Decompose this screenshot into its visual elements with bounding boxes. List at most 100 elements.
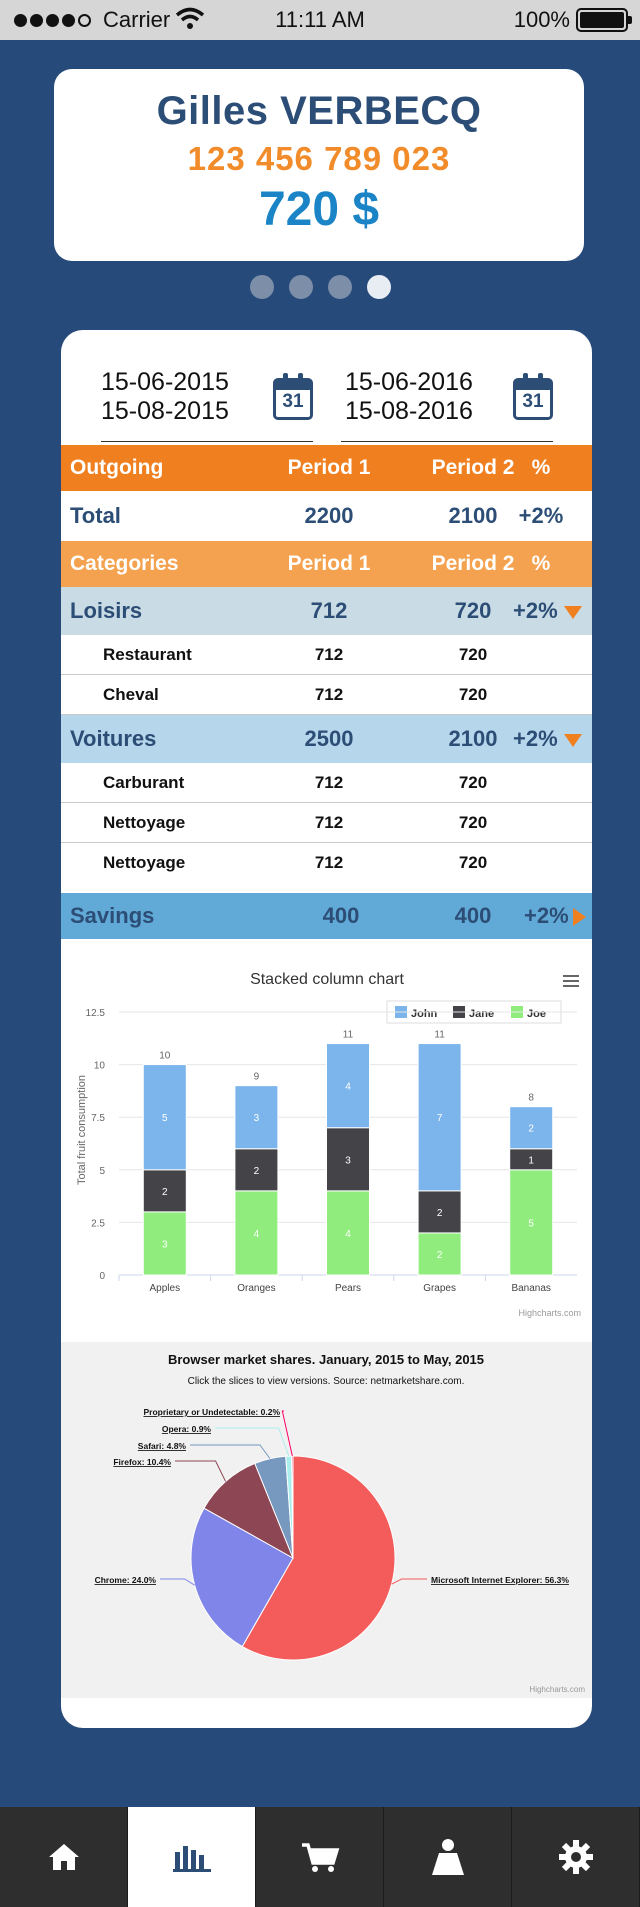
pie-slice[interactable] xyxy=(190,1507,294,1648)
data-label: 4 xyxy=(345,1082,351,1093)
x-tick-label: Pears xyxy=(335,1283,361,1294)
category-percent: +2% xyxy=(513,726,558,751)
account-card[interactable]: Gilles VERBECQ 123 456 789 023 720 $ xyxy=(54,69,584,261)
bar-segment[interactable] xyxy=(326,1190,370,1276)
tab-profile[interactable] xyxy=(384,1807,512,1907)
list-item[interactable]: Carburant 712 720 xyxy=(61,763,592,803)
chart-credits[interactable]: Highcharts.com xyxy=(518,1308,581,1318)
list-item[interactable]: Cheval 712 720 xyxy=(61,675,592,715)
data-label: 5 xyxy=(528,1218,534,1229)
page-dot[interactable] xyxy=(327,275,352,299)
connector-line xyxy=(215,1427,290,1457)
legend-item[interactable]: Joe xyxy=(527,1008,546,1020)
data-label: 5 xyxy=(162,1113,168,1124)
stacked-column-chart: Stacked column chart John Jane Joe 0 2.5 5 7.… xyxy=(76,971,581,1318)
tab-cart[interactable] xyxy=(256,1807,384,1907)
item-label: Nettoyage xyxy=(103,812,186,832)
legend-item[interactable]: Jane xyxy=(469,1008,494,1020)
outgoing-header: Outgoing Period 1 Period 2 % xyxy=(61,445,592,491)
slice-label[interactable]: Safari: 4.8% xyxy=(138,1441,187,1451)
data-label: 4 xyxy=(345,1229,351,1240)
slice-label[interactable]: Firefox: 10.4% xyxy=(113,1457,171,1467)
calendar-icon[interactable]: 31 xyxy=(513,373,553,420)
bar-segment[interactable] xyxy=(417,1043,462,1192)
status-bar: Carrier 11:11 AM 100% xyxy=(0,0,640,40)
page-dot[interactable] xyxy=(249,275,274,299)
bar-segment[interactable] xyxy=(142,1169,187,1213)
home-icon xyxy=(48,1844,79,1870)
item-period1: 712 xyxy=(314,684,344,704)
tab-settings[interactable] xyxy=(512,1807,640,1907)
header-label: Outgoing xyxy=(70,456,164,479)
bar-segment[interactable] xyxy=(417,1190,462,1234)
category-period1: 2500 xyxy=(304,726,354,751)
savings-percent-cell: +2% xyxy=(524,903,592,929)
y-tick-label: 2.5 xyxy=(91,1218,105,1229)
bar-segment[interactable] xyxy=(326,1127,370,1192)
tab-home[interactable] xyxy=(0,1807,128,1907)
bar-segment[interactable] xyxy=(234,1148,279,1192)
page-dot-active[interactable] xyxy=(366,275,391,299)
total-label: 11 xyxy=(434,1030,445,1041)
bar-segment[interactable] xyxy=(234,1085,279,1150)
chart-subtitle: Click the slices to view versions. Sourc… xyxy=(188,1376,465,1387)
signal-icon xyxy=(14,13,91,27)
tab-stats[interactable] xyxy=(128,1807,256,1907)
period1-date-picker[interactable]: 15-06-2015 15-08-2015 31 xyxy=(101,350,313,442)
list-item[interactable]: Restaurant 712 720 xyxy=(61,635,592,675)
period2-start: 15-06-2016 xyxy=(345,368,473,396)
list-item[interactable]: Nettoyage 712 720 xyxy=(61,843,592,883)
savings-percent: +2% xyxy=(524,903,569,928)
x-tick-label: Grapes xyxy=(423,1283,456,1294)
page-indicator xyxy=(0,275,640,299)
total-period2: 2100 xyxy=(448,503,498,528)
savings-row[interactable]: Savings 400 400 +2% xyxy=(61,893,592,939)
collapse-arrow-icon[interactable] xyxy=(563,733,582,747)
x-tick-label: Bananas xyxy=(511,1283,550,1294)
category-label: Voitures xyxy=(70,726,157,751)
collapse-arrow-icon[interactable] xyxy=(563,605,582,619)
expand-arrow-icon[interactable] xyxy=(572,908,586,927)
bar-segment[interactable] xyxy=(142,1064,187,1171)
period2-date-picker[interactable]: 15-06-2016 15-08-2016 31 xyxy=(341,350,553,442)
data-label: 3 xyxy=(254,1113,260,1124)
category-row-loisirs[interactable]: Loisirs 712 720 +2% xyxy=(61,587,592,635)
slice-label[interactable]: Microsoft Internet Explorer: 56.3% xyxy=(431,1575,569,1585)
bar-segment[interactable] xyxy=(509,1106,554,1150)
slice-label[interactable]: Proprietary or Undetectable: 0.2% xyxy=(143,1407,280,1417)
account-balance: 720 $ xyxy=(258,183,380,236)
calendar-icon[interactable]: 31 xyxy=(273,373,313,420)
page-dot[interactable] xyxy=(288,275,313,299)
data-label: 2 xyxy=(437,1208,443,1219)
menu-icon[interactable] xyxy=(563,975,579,987)
carrier-label: Carrier xyxy=(103,7,171,32)
pie-slice[interactable] xyxy=(291,1455,294,1559)
bar-segment[interactable] xyxy=(142,1211,187,1276)
battery-icon xyxy=(576,8,632,32)
chart-title: Browser market shares. January, 2015 to … xyxy=(168,1352,484,1367)
data-label: 2 xyxy=(437,1250,443,1261)
bar-segment[interactable] xyxy=(234,1190,279,1276)
bar-segment[interactable] xyxy=(326,1043,370,1129)
gear-icon xyxy=(558,1840,593,1874)
item-period1: 712 xyxy=(314,772,344,792)
category-percent: +2% xyxy=(513,598,558,623)
connector-line xyxy=(175,1460,227,1482)
account-number: 123 456 789 023 xyxy=(187,140,451,177)
list-item[interactable]: Nettoyage 712 720 xyxy=(61,803,592,843)
pie-slice[interactable] xyxy=(203,1462,294,1560)
legend-item[interactable]: John xyxy=(411,1008,438,1020)
slice-label[interactable]: Opera: 0.9% xyxy=(162,1424,212,1434)
bar-segment[interactable] xyxy=(417,1232,462,1276)
item-label: Carburant xyxy=(103,772,185,792)
data-label: 2 xyxy=(254,1166,260,1177)
chart-credits[interactable]: Highcharts.com xyxy=(529,1685,585,1694)
data-label: 3 xyxy=(162,1239,168,1250)
category-row-voitures[interactable]: Voitures 2500 2100 +2% xyxy=(61,715,592,763)
connector-line xyxy=(160,1578,195,1586)
slice-label[interactable]: Chrome: 24.0% xyxy=(95,1575,157,1585)
total-label: 8 xyxy=(528,1093,534,1104)
pie-slice[interactable] xyxy=(241,1455,396,1661)
report-card: 15-06-2015 15-08-2015 31 15-06-2016 15-0… xyxy=(61,330,592,1728)
header-period2: Period 2 xyxy=(431,552,515,575)
